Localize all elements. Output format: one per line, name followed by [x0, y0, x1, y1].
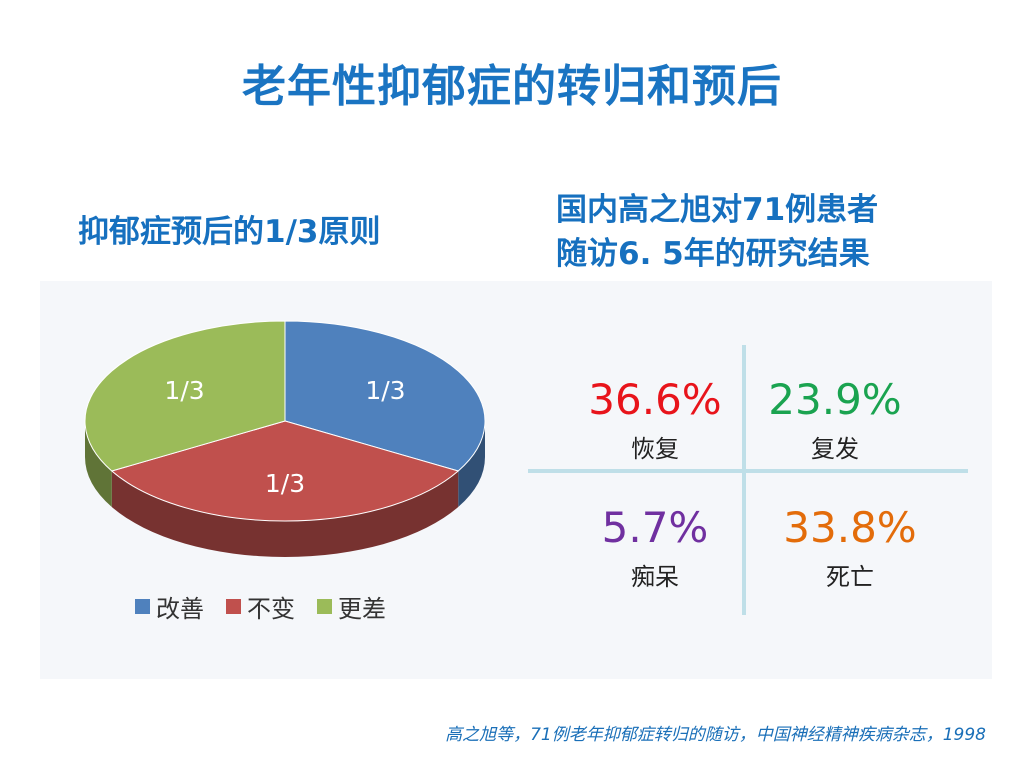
- stat-recovery-label: 恢复: [631, 435, 679, 463]
- pie-slice-improve-label: 1/3: [365, 376, 405, 405]
- pie-slice-improve-side: [458, 421, 485, 507]
- stat-recovery-value: 36.6%: [588, 375, 722, 424]
- grid-divider-vertical: [742, 345, 746, 615]
- study-subtitle-line-2: 随访6. 5年的研究结果: [556, 236, 870, 272]
- legend-label-improve: 改善: [156, 595, 204, 623]
- pie-slice-worse-side: [85, 421, 112, 507]
- stat-relapse: 23.9% 复发: [750, 375, 920, 464]
- legend-swatch-worse: [317, 599, 332, 614]
- legend-label-unchanged: 不变: [247, 595, 295, 623]
- pie-slice-worse-label: 1/3: [164, 376, 204, 405]
- pie-legend: 改善 不变 更差: [135, 589, 386, 624]
- stat-dementia-value: 5.7%: [601, 503, 709, 552]
- pie-slice-unchanged: [110, 420, 460, 522]
- pie-slice-unchanged-side: [111, 471, 459, 557]
- stat-relapse-label: 复发: [811, 435, 859, 463]
- legend-swatch-improve: [135, 599, 150, 614]
- citation-footnote: 高之旭等，71例老年抑郁症转归的随访，中国神经精神疾病杂志，1998: [445, 725, 986, 745]
- grid-divider-horizontal: [528, 469, 968, 473]
- legend-item-worse: 更差: [317, 589, 386, 624]
- stat-recovery: 36.6% 恢复: [570, 375, 740, 464]
- stat-death-label: 死亡: [826, 563, 874, 591]
- pie-slice-unchanged-label: 1/3: [265, 469, 305, 498]
- pie-chart: 1/3 1/3 1/3: [84, 320, 486, 557]
- stat-death-value: 33.8%: [783, 503, 917, 552]
- stat-death: 33.8% 死亡: [765, 503, 935, 592]
- stat-dementia: 5.7% 痴呆: [570, 503, 740, 592]
- legend-item-improve: 改善: [135, 589, 204, 624]
- pie-slice-improve: [284, 320, 486, 472]
- study-subtitle-line-1: 国内高之旭对71例患者: [556, 192, 879, 228]
- pie-slice-worse: [84, 320, 286, 472]
- page-title: 老年性抑郁症的转归和预后: [242, 61, 782, 112]
- study-results-subtitle: 国内高之旭对71例患者 随访6. 5年的研究结果: [556, 188, 996, 276]
- content-panel: 1/3 1/3 1/3 改善 不变 更差 36.6% 恢复 23.9% 复发 5.7…: [40, 281, 992, 679]
- legend-swatch-unchanged: [226, 599, 241, 614]
- stat-relapse-value: 23.9%: [768, 375, 902, 424]
- legend-item-unchanged: 不变: [226, 589, 295, 624]
- legend-label-worse: 更差: [338, 595, 386, 623]
- pie-chart-subtitle: 抑郁症预后的1/3原则: [78, 214, 381, 250]
- stat-dementia-label: 痴呆: [631, 563, 679, 591]
